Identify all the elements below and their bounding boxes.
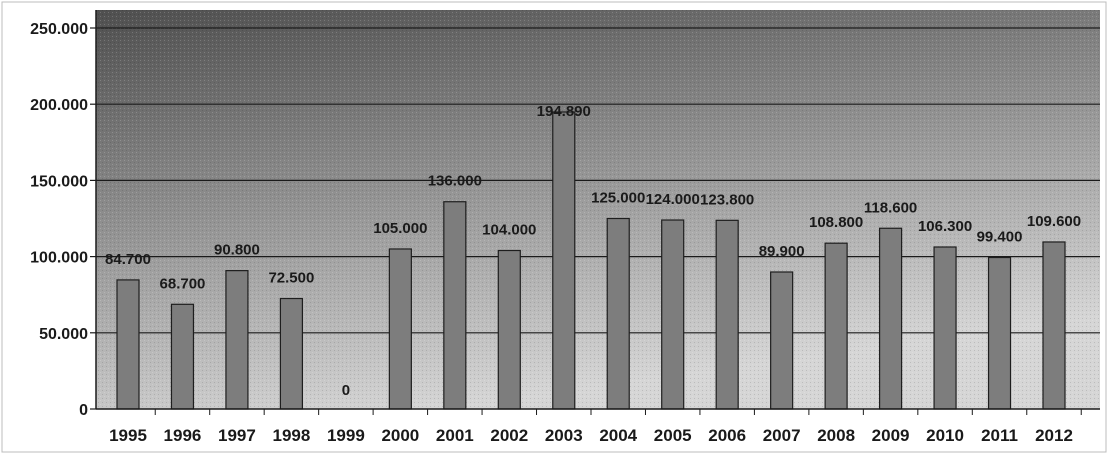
x-tick-label-2004: 2004 (599, 426, 637, 445)
bar-1996 (170, 303, 195, 410)
bar-value-label-2006: 123.800 (700, 191, 754, 208)
y-tick-label: 0 (79, 402, 88, 419)
bar-2010 (933, 246, 957, 410)
bar-value-label-2011: 99.400 (977, 229, 1023, 246)
x-tick-label-2000: 2000 (381, 426, 419, 445)
bar-1995 (116, 279, 140, 410)
y-tick-label: 200.000 (30, 97, 88, 114)
x-tick-label-1995: 1995 (109, 426, 147, 445)
x-axis-tick-labels: 1995 1996 1997 1998 1999 2000 2001 2002 2003 2004… (109, 409, 1082, 445)
bar-value-label-2002: 104.000 (482, 222, 536, 239)
bar-value-label-2010: 106.300 (918, 218, 972, 235)
bar-value-label-1995: 84.700 (105, 251, 151, 268)
bar-value-label-1997: 90.800 (214, 242, 260, 259)
x-tick-label-2007: 2007 (763, 426, 801, 445)
bar-2000 (388, 248, 412, 410)
bar-2008 (824, 242, 848, 410)
y-tick-label: 100.000 (30, 250, 88, 267)
x-tick-label-2006: 2006 (708, 426, 746, 445)
bar-value-label-2001: 136.000 (428, 173, 482, 190)
x-tick-label-2005: 2005 (654, 426, 692, 445)
bar-value-label-2012: 109.600 (1027, 213, 1081, 230)
x-tick-label-2008: 2008 (817, 426, 855, 445)
bar-value-label-1999: 0 (342, 382, 350, 399)
bar-2004 (606, 217, 630, 410)
x-tick-label-2010: 2010 (926, 426, 964, 445)
bar-2009 (878, 227, 903, 410)
bar-2003 (552, 111, 576, 410)
bar-2001 (443, 201, 467, 410)
bar-value-label-2009: 118.600 (864, 199, 917, 216)
x-tick-label-1997: 1997 (218, 426, 256, 445)
bar-value-label-2004: 125.000 (591, 190, 645, 207)
y-tick-label: 250.000 (30, 21, 88, 38)
bar-value-label-2003: 194.890 (537, 103, 591, 120)
x-tick-label-2003: 2003 (545, 426, 583, 445)
bar-1997 (225, 270, 249, 410)
bar-2002 (497, 249, 521, 410)
y-tick-label: 50.000 (39, 326, 88, 343)
bar-value-label-2000: 105.000 (373, 220, 427, 237)
bar-2012 (1042, 241, 1066, 410)
bar-2006 (715, 219, 739, 410)
bar-2007 (770, 271, 794, 410)
bar-1998 (279, 297, 304, 410)
bar-2011 (987, 256, 1012, 410)
bar-value-label-2005: 124.000 (646, 191, 700, 208)
y-axis-tick-labels: 0 50.000 100.000 150.000 200.000 250.000 (30, 21, 88, 419)
x-tick-label-1996: 1996 (164, 426, 202, 445)
x-tick-label-1999: 1999 (327, 426, 365, 445)
x-tick-label-1998: 1998 (272, 426, 310, 445)
y-tick-label: 150.000 (30, 173, 88, 190)
x-tick-label-2012: 2012 (1035, 426, 1073, 445)
x-tick-label-2002: 2002 (490, 426, 528, 445)
x-tick-label-2001: 2001 (436, 426, 474, 445)
x-tick-label-2011: 2011 (981, 426, 1018, 445)
bar-value-label-1998: 72.500 (268, 270, 314, 287)
bar-2005 (661, 219, 685, 410)
plot-texture (96, 10, 1100, 409)
bar-value-labels: 84.700 68.700 90.800 72.500 0 105.000 136.000 1… (105, 103, 1081, 399)
bar-value-label-2008: 108.800 (809, 214, 863, 231)
x-tick-label-2009: 2009 (872, 426, 910, 445)
gridlines (90, 27, 1100, 410)
bar-value-label-1996: 68.700 (160, 275, 206, 292)
bar-value-label-2007: 89.900 (759, 243, 805, 260)
